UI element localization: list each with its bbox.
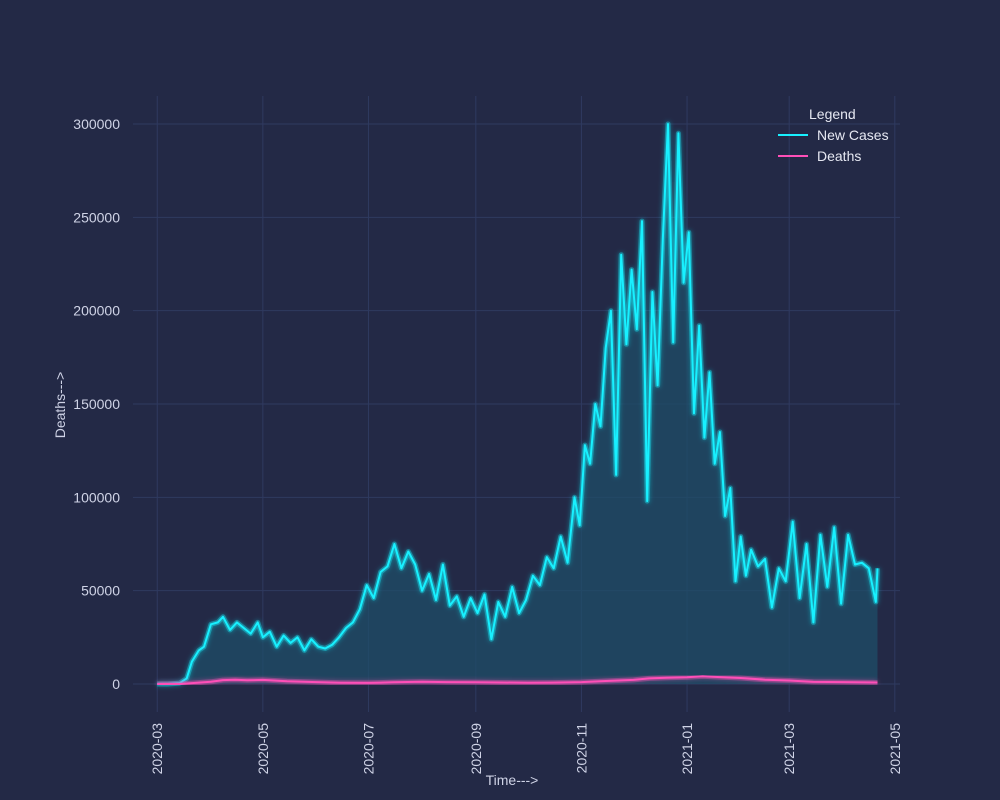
legend-title: Legend (809, 106, 856, 122)
series-line-new-cases[interactable] (157, 123, 879, 685)
x-tick-label: 2021-05 (887, 723, 903, 775)
y-tick-label: 150000 (73, 396, 120, 412)
y-tick-label: 0 (112, 676, 120, 692)
legend-entry-new-cases[interactable]: New Cases (817, 127, 889, 143)
area-layer (157, 124, 878, 684)
area-new-cases (157, 124, 878, 684)
y-tick-label: 50000 (81, 583, 120, 599)
y-axis-title: Deaths---> (52, 372, 68, 439)
x-tick-label: 2020-07 (360, 723, 376, 775)
series-line-deaths[interactable] (157, 675, 878, 685)
legend: Legend New Cases Deaths (778, 106, 889, 164)
y-tick-label: 300000 (73, 116, 120, 132)
x-tick-label: 2020-05 (255, 723, 271, 775)
x-tick-label: 2020-09 (468, 723, 484, 775)
x-tick-label: 2021-01 (679, 723, 695, 775)
legend-entry-deaths[interactable]: Deaths (817, 148, 861, 164)
x-tick-label: 2020-03 (149, 723, 165, 775)
y-tick-label: 100000 (73, 489, 120, 505)
x-axis-title: Time---> (486, 772, 539, 788)
x-tick-label: 2020-11 (573, 723, 589, 774)
y-tick-label: 200000 (73, 303, 120, 319)
axes: 0 50000 100000 150000 200000 250000 300000 2020… (73, 116, 903, 774)
y-tick-label: 250000 (73, 209, 120, 225)
x-tick-label: 2021-03 (781, 723, 797, 775)
series-layer (157, 121, 880, 687)
